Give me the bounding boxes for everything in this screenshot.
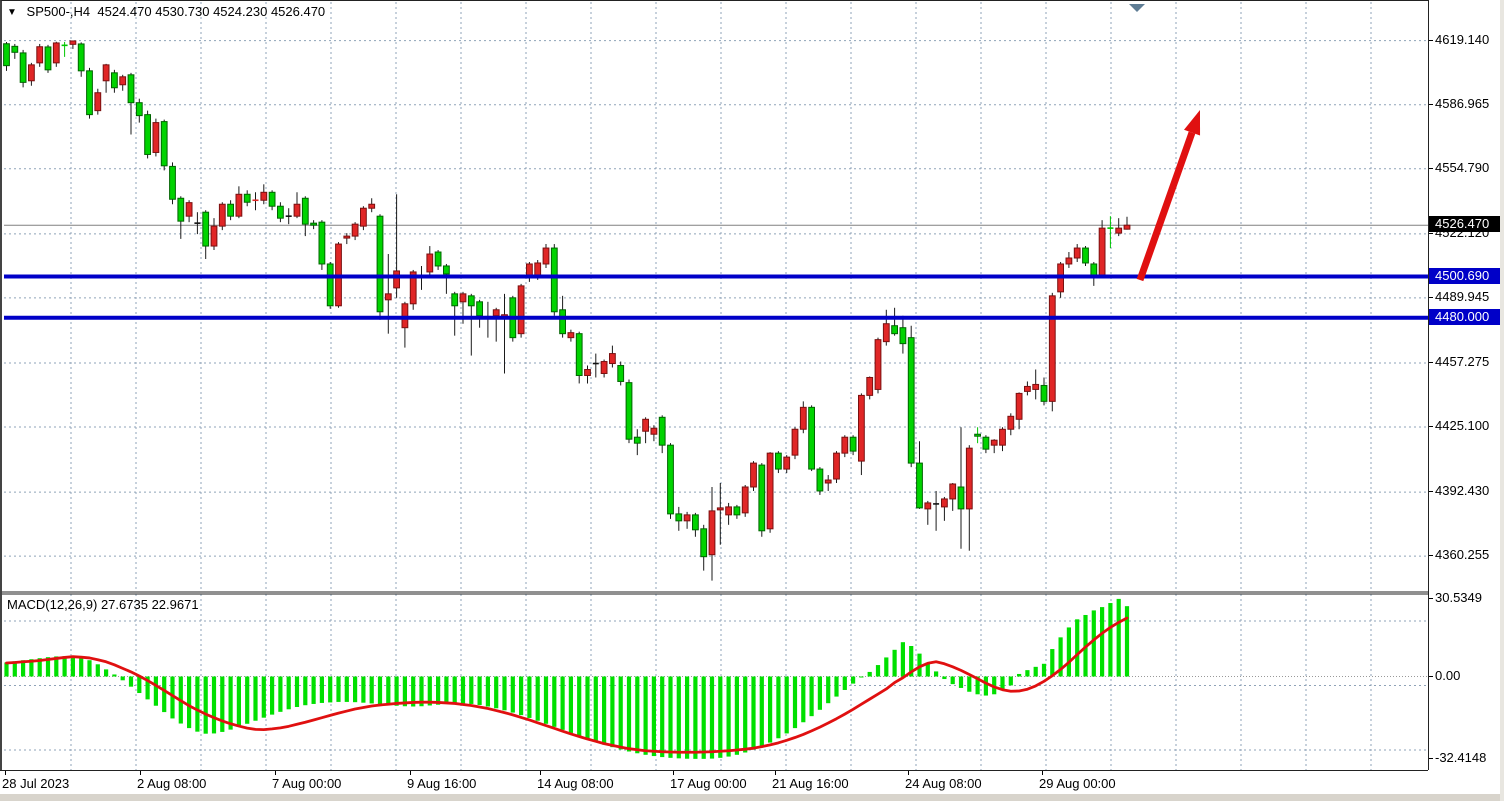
macd-value: 27.6735 (100, 597, 148, 612)
macd-tick-mark (1429, 757, 1433, 759)
macd-tick-mark (1429, 597, 1433, 599)
macd-tick-label: 0.00 (1435, 667, 1461, 683)
time-tick-mark (1042, 771, 1043, 775)
price-tick-mark (1429, 491, 1433, 493)
symbol-dropdown-icon[interactable]: ▼ (7, 7, 17, 18)
ohlc-high: 4530.730 (155, 4, 210, 19)
time-tick-mark (275, 771, 276, 775)
time-tick-label: 2 Aug 08:00 (137, 776, 207, 791)
time-tick-label: 17 Aug 00:00 (670, 776, 747, 791)
time-tick-mark (908, 771, 909, 775)
trend-arrow-shaft (1136, 131, 1196, 282)
price-tick-mark (1429, 167, 1433, 169)
time-tick-label: 28 Jul 2023 (2, 776, 70, 791)
price-tick-mark (1429, 103, 1433, 105)
time-tick-mark (673, 771, 674, 775)
chart-shift-marker-icon (1129, 4, 1145, 12)
price-tick-label: 4489.945 (1435, 288, 1490, 304)
time-tick-mark (5, 771, 6, 775)
price-tick-mark (1429, 296, 1433, 298)
ohlc-low: 4524.230 (213, 4, 268, 19)
price-tick-label: 4360.255 (1435, 547, 1490, 563)
time-tick-mark (775, 771, 776, 775)
price-tick-mark (1429, 232, 1433, 234)
chart-title: ▼ SP500-,H4 4524.470 4530.730 4524.230 4… (7, 4, 325, 19)
time-tick-label: 9 Aug 16:00 (407, 776, 477, 791)
price-tick-mark (1429, 361, 1433, 363)
price-tick-mark (1429, 39, 1433, 41)
price-tick-label: 4554.790 (1435, 159, 1490, 175)
macd-indicator-label: MACD(12,26,9) 27.6735 22.9671 (7, 597, 199, 612)
price-axis[interactable]: 4619.140 4586.965 4554.790 4522.120 4489.945… (1428, 0, 1504, 770)
price-tick-label: 4457.275 (1435, 353, 1490, 369)
time-tick-label: 21 Aug 16:00 (772, 776, 849, 791)
time-tick-mark (540, 771, 541, 775)
level-price-tag: 4500.690 (1429, 267, 1504, 284)
price-tick-mark (1429, 555, 1433, 557)
current-price-tag: 4526.470 (1429, 216, 1504, 233)
level-price-tag: 4480.000 (1429, 308, 1504, 325)
window-bottom-edge (0, 794, 1504, 801)
macd-name: MACD(12,26,9) (7, 597, 98, 612)
time-tick-mark (410, 771, 411, 775)
price-tick-label: 4425.100 (1435, 418, 1490, 434)
instrument-label: SP500-,H4 (26, 4, 91, 19)
price-chart-pane[interactable] (2, 1, 1430, 771)
time-tick-label: 29 Aug 00:00 (1039, 776, 1116, 791)
price-tick-label: 4619.140 (1435, 31, 1490, 47)
macd-tick-label: -32.4148 (1435, 749, 1487, 765)
chart-frame (0, 0, 1430, 771)
trend-arrow-head (1183, 110, 1201, 136)
price-tick-label: 4586.965 (1435, 95, 1490, 111)
time-axis[interactable]: 28 Jul 2023 2 Aug 08:00 7 Aug 00:00 9 Aug 1… (0, 770, 1428, 794)
ohlc-open: 4524.470 (97, 4, 152, 19)
macd-signal-line (5, 616, 1129, 754)
price-tick-mark (1429, 426, 1433, 428)
macd-signal-value: 22.9671 (151, 597, 199, 612)
macd-tick-mark (1429, 675, 1433, 677)
price-tick-label: 4392.430 (1435, 483, 1490, 499)
time-tick-mark (140, 771, 141, 775)
time-tick-label: 7 Aug 00:00 (272, 776, 342, 791)
window-right-edge (1500, 0, 1504, 801)
time-tick-label: 14 Aug 08:00 (537, 776, 614, 791)
macd-tick-label: 30.5349 (1435, 589, 1482, 605)
ohlc-close: 4526.470 (270, 4, 326, 19)
time-tick-label: 24 Aug 08:00 (905, 776, 982, 791)
